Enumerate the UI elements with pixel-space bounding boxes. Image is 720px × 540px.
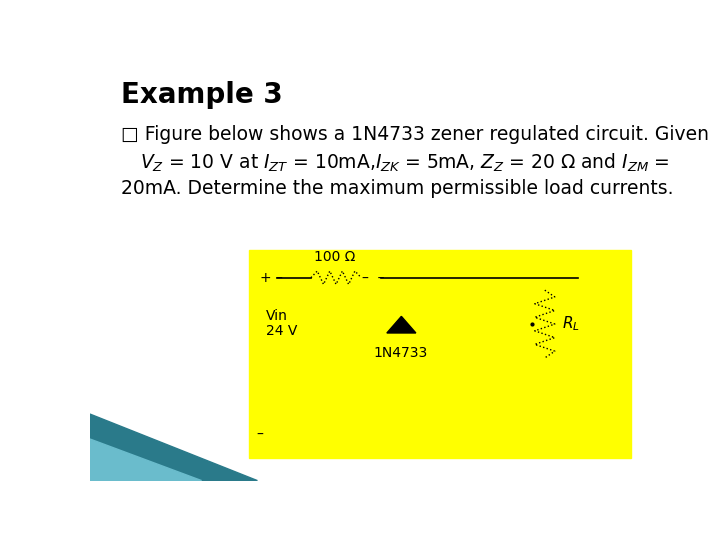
Text: $V_Z$ = 10 V at $I_{ZT}$ = 10mA,$I_{ZK}$ = 5mA, $Z_Z$ = 20 $\Omega$ and $I_{ZM}$: $V_Z$ = 10 V at $I_{ZT}$ = 10mA,$I_{ZK}$… (140, 152, 670, 174)
Text: –: – (256, 428, 263, 442)
Text: 20mA. Determine the maximum permissible load currents.: 20mA. Determine the maximum permissible … (121, 179, 673, 198)
Text: –  –: – – (362, 271, 384, 285)
Text: 24 V: 24 V (266, 324, 297, 338)
Text: Example 3: Example 3 (121, 82, 282, 110)
Bar (249, 250, 631, 458)
Text: $R_L$: $R_L$ (562, 315, 580, 333)
Text: □ Figure below shows a 1N4733 zener regulated circuit. Given: □ Figure below shows a 1N4733 zener regu… (121, 125, 708, 144)
Text: + –: + – (260, 271, 283, 285)
Polygon shape (387, 316, 416, 333)
Text: Vin: Vin (266, 309, 288, 323)
Text: 100 Ω: 100 Ω (314, 251, 355, 265)
Text: 1N4733: 1N4733 (374, 346, 428, 360)
Polygon shape (90, 439, 202, 481)
Polygon shape (90, 414, 258, 481)
